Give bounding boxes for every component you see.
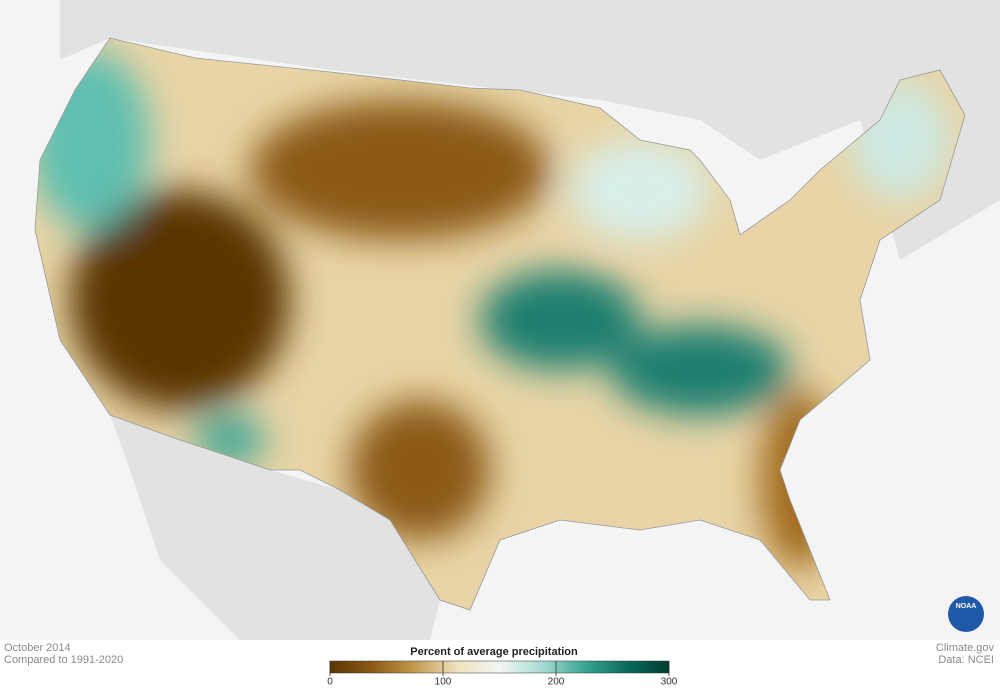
scale-tick-label: 100 — [435, 677, 452, 688]
baseline-label: Compared to 1991-2020 — [4, 654, 123, 666]
dry-area — [70, 190, 290, 410]
credit-label: Climate.gov — [936, 642, 995, 654]
dry-area — [250, 100, 550, 240]
wet-area — [480, 270, 640, 370]
source-label: Data: NCEI — [938, 654, 994, 666]
neutral-area — [570, 140, 710, 240]
date-label: October 2014 — [4, 642, 71, 654]
dry-area — [350, 400, 490, 540]
mexico — [110, 415, 440, 640]
noaa-logo — [948, 596, 984, 632]
color-scale — [329, 660, 670, 674]
logo-text: NOAA — [956, 603, 977, 610]
canada — [60, 0, 1000, 260]
wet-area — [610, 325, 790, 415]
us-border — [34, 37, 966, 611]
scale-tick-label: 300 — [661, 677, 678, 688]
scale-tick-label: 0 — [327, 677, 333, 688]
legend-title: Percent of average precipitation — [410, 646, 578, 658]
scale-tick-label: 200 — [548, 677, 565, 688]
